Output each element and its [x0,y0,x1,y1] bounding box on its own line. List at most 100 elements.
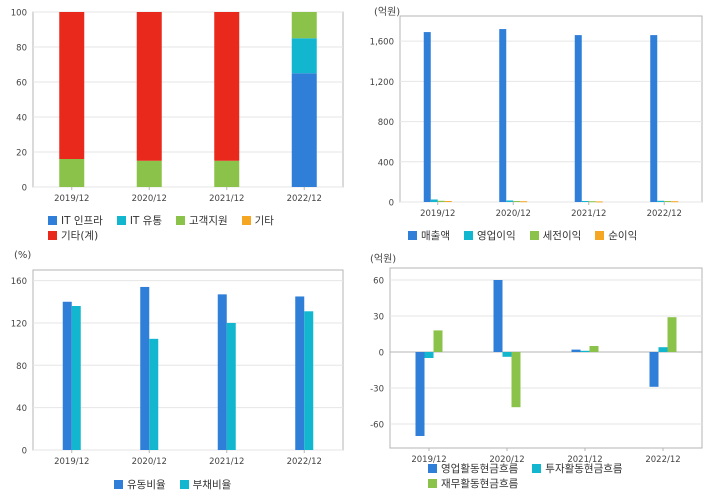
legend-label: 재무활동현금흐름 [441,478,519,490]
bar [437,200,445,202]
legend-swatch [529,231,539,240]
chart-cashflow: -60 -30 0 30 60 2019/12 2020/12 2021/12 2022/12 [370,267,703,465]
chart-revenue-composition: 0 20 40 60 80 100 2019/12 2020/12 2021/12 2022/12 [11,9,344,204]
legend-item[interactable]: 영업이익 [463,228,516,243]
legend-row: 매출액 영업이익 세전이익 순이익 [408,228,651,243]
legend-swatch [428,464,437,473]
unit-label: (억원) [370,254,397,265]
bar [580,350,590,352]
x-tick-label: 2022/12 [645,455,680,465]
unit-label: (%) [14,250,32,261]
legend-label: IT 유통 [129,215,162,227]
x-tick-label: 2020/12 [489,455,524,465]
x-tick-label: 2020/12 [496,209,531,219]
legend-label: 세전이익 [542,230,582,242]
y-tick-label: 0 [22,447,27,457]
legend-item[interactable]: 기타(계) [48,228,98,243]
legend-item[interactable]: 고객지원 [176,213,228,228]
legend-item[interactable]: 투자활동현금흐름 [532,461,623,476]
chart-panel-ratios: (%) 0 40 80 120 160 2019/12 2020/12 2021/12 2022… [0,248,360,496]
y-tick-label: 800 [378,118,394,128]
y-tick-label: 60 [373,277,384,287]
y-tick-label: 100 [11,9,27,19]
y-tick-label: 80 [16,362,27,372]
legend-swatch [179,480,189,489]
bar [671,201,679,203]
bar [667,317,677,352]
bar [520,201,528,203]
bar [136,160,162,187]
legend-item[interactable]: 영업활동현금흐름 [428,461,518,476]
legend-swatch [532,464,542,473]
bar [59,159,85,187]
legend-row: 기타(계) [48,228,288,243]
bar [511,352,521,408]
legend-swatch [241,216,251,225]
legend-swatch [408,231,417,240]
legend-item[interactable]: 세전이익 [529,228,582,243]
chart-ratios: 0 40 80 120 160 2019/12 2020/12 2021/12 2022/12 [11,269,344,467]
legend-item[interactable]: 기타 [241,213,274,228]
y-tick-label: 0 [379,349,384,359]
bar [62,301,72,450]
bar [140,286,150,450]
bar [657,200,665,202]
chart-panel-revenue-composition: 0 20 40 60 80 100 2019/12 2020/12 2021/12 2022/12… [0,0,360,248]
x-tick-label: 2019/12 [411,455,446,465]
bar [295,296,305,450]
y-tick-label: 40 [16,114,27,124]
legend-swatch [48,216,57,225]
legend-row: 재무활동현금흐름 [428,476,637,491]
legend-label: 기타 [254,215,274,227]
bar [136,12,162,161]
legend-label: 부채비율 [192,479,232,491]
bar [291,38,317,74]
bar [415,352,425,436]
legend-swatch [114,480,123,489]
bar [214,12,240,161]
legend-label: 유동비율 [127,479,166,491]
bar [214,160,240,187]
legend-label: 영업이익 [476,230,516,242]
legend-item[interactable]: IT 인프라 [48,213,103,228]
legend-label: 매출액 [421,230,450,242]
legend-item[interactable]: 부채비율 [179,477,232,492]
legend-item[interactable]: 유동비율 [114,477,166,492]
bar [574,35,582,202]
bar [589,346,599,352]
bar [217,294,227,450]
legend-label: 순이익 [608,230,638,242]
bar [493,280,503,352]
bar [595,201,603,203]
legend-item[interactable]: 순이익 [595,228,637,243]
legend-row: 영업활동현금흐름 투자활동현금흐름 [428,461,637,476]
legend-swatch [48,231,57,240]
bar [71,306,81,450]
bar [291,73,317,187]
bar [423,32,431,202]
bar [444,200,452,202]
bar [291,12,317,39]
legend-item[interactable]: IT 유통 [116,213,162,228]
x-tick-label: 2022/12 [287,457,322,467]
unit-label: (억원) [374,7,401,18]
bar [650,35,658,202]
legend-swatch [428,479,437,488]
y-tick-label: 1,200 [370,78,394,88]
y-tick-label: 0 [389,199,394,209]
legend-label: 고객지원 [189,215,228,227]
y-tick-label: 120 [11,319,27,329]
legend-item[interactable]: 매출액 [408,228,450,243]
y-tick-label: -30 [370,385,384,395]
legend-item[interactable]: 재무활동현금흐름 [428,476,518,491]
bar [581,200,589,202]
chart-panel-cashflow: (억원) -60 -30 0 30 60 2019/12 2020/12 2021/12 202… [360,248,720,496]
bar [664,200,672,202]
bar [658,347,668,352]
bar [304,311,314,450]
bar [149,338,159,450]
y-tick-label: 20 [16,149,27,159]
bar [571,349,581,352]
chart-panel-income: (억원) 0 400 800 1,200 1,600 2019/12 2020/12 2021… [360,0,720,248]
